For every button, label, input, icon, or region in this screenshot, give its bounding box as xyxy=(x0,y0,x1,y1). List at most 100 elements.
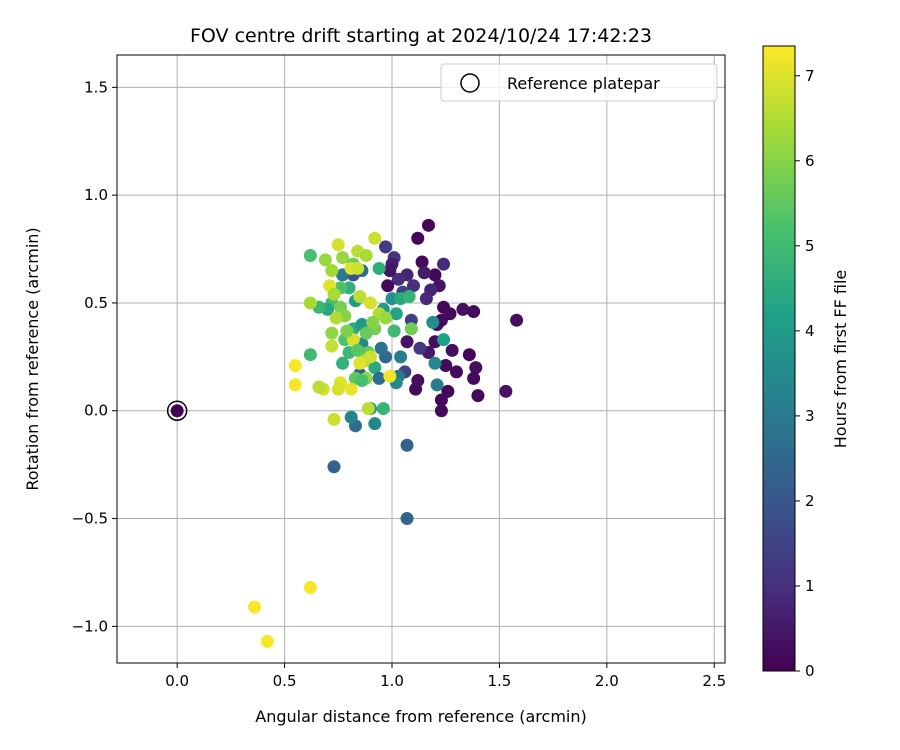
x-tick-label: 0.0 xyxy=(165,672,189,690)
data-point xyxy=(368,361,382,375)
data-point xyxy=(353,356,367,370)
data-point xyxy=(387,324,401,338)
colorbar-label: Hours from first FF file xyxy=(831,270,850,449)
chart-title: FOV centre drift starting at 2024/10/24 … xyxy=(190,25,652,47)
data-point xyxy=(372,261,386,275)
data-point xyxy=(437,333,451,347)
data-point xyxy=(325,339,339,353)
data-point xyxy=(325,264,339,278)
y-tick-label: −0.5 xyxy=(72,510,108,528)
colorbar-tick-label: 6 xyxy=(805,152,815,170)
x-axis-label: Angular distance from reference (arcmin) xyxy=(255,707,586,726)
data-point xyxy=(437,257,451,271)
data-point xyxy=(303,581,317,595)
data-point xyxy=(434,393,448,407)
data-point xyxy=(359,326,373,340)
data-point xyxy=(469,361,483,375)
data-point xyxy=(351,343,365,357)
data-point xyxy=(467,371,481,385)
y-tick-label: 0.5 xyxy=(84,294,108,312)
data-point xyxy=(439,358,453,372)
y-tick-label: 1.0 xyxy=(84,186,108,204)
data-point xyxy=(415,255,429,269)
data-point xyxy=(400,438,414,452)
data-point xyxy=(260,634,274,648)
data-point xyxy=(383,264,397,278)
legend: Reference platepar xyxy=(440,63,718,102)
colorbar: 0 1 2 3 4 5 6 7 Hours from first FF file xyxy=(762,45,850,680)
data-point xyxy=(344,410,358,424)
plot-frame xyxy=(116,54,726,664)
data-point xyxy=(406,279,420,293)
data-point xyxy=(368,231,382,245)
data-point xyxy=(419,292,433,306)
data-point xyxy=(499,384,513,398)
data-point xyxy=(336,251,350,265)
y-axis-label: Rotation from reference (arcmin) xyxy=(23,227,42,490)
data-point xyxy=(404,322,418,336)
data-point xyxy=(467,305,481,319)
data-point xyxy=(374,341,388,355)
data-point xyxy=(400,335,414,349)
data-point xyxy=(327,287,341,301)
data-point xyxy=(471,389,485,403)
data-point xyxy=(449,365,463,379)
data-point xyxy=(359,249,373,263)
reference-point xyxy=(166,400,188,421)
data-point xyxy=(318,253,332,267)
data-point xyxy=(413,341,427,355)
data-point xyxy=(331,238,345,252)
colorbar-tick-label: 3 xyxy=(805,407,815,425)
data-point xyxy=(379,311,393,325)
data-point xyxy=(364,296,378,310)
data-point xyxy=(394,350,408,364)
data-point xyxy=(389,307,403,321)
data-point xyxy=(426,315,440,329)
colorbar-ticks: 0 1 2 3 4 5 6 7 xyxy=(795,67,815,680)
reference-point-ring xyxy=(166,400,188,421)
data-point xyxy=(368,417,382,431)
data-point xyxy=(411,374,425,388)
data-point xyxy=(303,249,317,263)
data-point xyxy=(462,348,476,362)
data-point xyxy=(428,268,442,282)
data-point xyxy=(400,512,414,526)
y-tick-label: 1.5 xyxy=(84,78,108,96)
data-point xyxy=(355,374,369,388)
y-tick-label: 0.0 xyxy=(84,402,108,420)
data-point xyxy=(417,266,431,280)
x-tick-label: 1.5 xyxy=(487,672,511,690)
x-tick-label: 1.0 xyxy=(380,672,404,690)
data-point xyxy=(383,369,397,383)
data-point xyxy=(379,240,393,254)
legend-label-reference: Reference platepar xyxy=(507,74,660,93)
colorbar-tick-label: 2 xyxy=(805,492,815,510)
x-axis-ticks: 0.0 0.5 1.0 1.5 2.0 2.5 xyxy=(165,663,726,690)
x-tick-label: 2.5 xyxy=(702,672,726,690)
data-point xyxy=(325,326,339,340)
data-point xyxy=(381,279,395,293)
y-axis-ticks: −1.0 −0.5 0.0 0.5 1.0 1.5 xyxy=(72,78,117,635)
legend-box xyxy=(440,63,718,102)
data-point xyxy=(402,289,416,303)
colorbar-tick-label: 4 xyxy=(805,322,815,340)
data-point xyxy=(353,289,367,303)
data-point xyxy=(327,412,341,426)
colorbar-tick-label: 7 xyxy=(805,67,815,85)
data-point xyxy=(288,358,302,372)
data-point xyxy=(366,315,380,329)
y-tick-label: −1.0 xyxy=(72,617,108,635)
data-point xyxy=(303,348,317,362)
colorbar-tick-label: 0 xyxy=(805,662,815,680)
colorbar-tick-label: 1 xyxy=(805,577,815,595)
data-point xyxy=(372,371,386,385)
colorbar-tick-label: 5 xyxy=(805,237,815,255)
data-point xyxy=(430,378,444,392)
x-tick-label: 2.0 xyxy=(595,672,619,690)
data-point xyxy=(247,600,261,614)
data-points xyxy=(247,218,524,648)
data-point xyxy=(340,324,354,338)
data-point xyxy=(344,382,358,396)
data-point xyxy=(376,402,390,416)
